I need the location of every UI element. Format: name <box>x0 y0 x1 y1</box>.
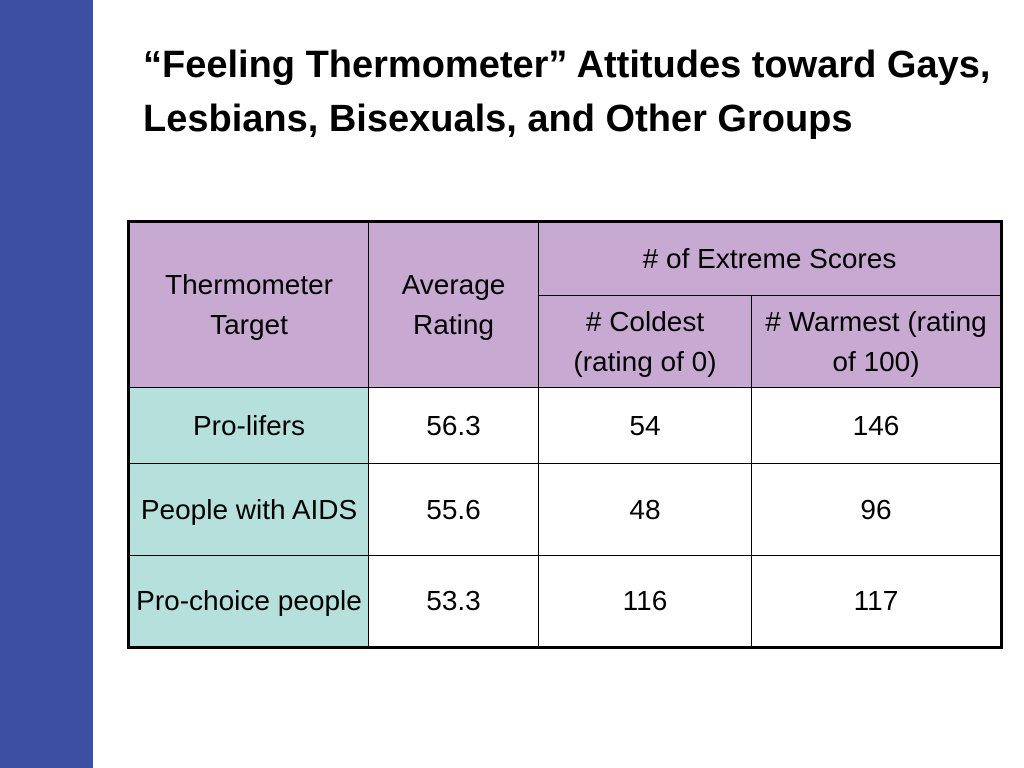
header-row-1: Thermometer Target Average Rating # of E… <box>128 221 1002 388</box>
row-average: 53.3 <box>368 555 539 648</box>
header-average-rating: Average Rating <box>368 221 539 388</box>
row-warmest: 146 <box>751 387 1002 464</box>
row-warmest: 96 <box>751 463 1002 556</box>
row-average: 56.3 <box>368 387 539 464</box>
row-average: 55.6 <box>368 463 539 556</box>
row-coldest: 54 <box>538 387 752 464</box>
row-target: People with AIDS <box>128 463 369 556</box>
thermometer-table: Thermometer Target Average Rating # of E… <box>127 220 1003 649</box>
table-row: People with AIDS 55.6 48 96 <box>128 463 1002 556</box>
row-warmest: 117 <box>751 555 1002 648</box>
header-coldest: # Coldest (rating of 0) <box>538 295 752 388</box>
side-accent-bar <box>0 0 93 768</box>
header-extreme-scores: # of Extreme Scores <box>538 221 1002 296</box>
row-coldest: 48 <box>538 463 752 556</box>
row-target: Pro-choice people <box>128 555 369 648</box>
table-row: Pro-choice people 53.3 116 117 <box>128 555 1002 648</box>
slide-title: “Feeling Thermometer” Attitudes toward G… <box>143 44 991 140</box>
header-thermometer-target: Thermometer Target <box>128 221 369 388</box>
row-coldest: 116 <box>538 555 752 648</box>
header-warmest: # Warmest (rating of 100) <box>751 295 1002 388</box>
row-target: Pro-lifers <box>128 387 369 464</box>
header-row-2: # Coldest (rating of 0) # Warmest (ratin… <box>129 295 1002 388</box>
table-row: Pro-lifers 56.3 54 146 <box>128 387 1002 464</box>
